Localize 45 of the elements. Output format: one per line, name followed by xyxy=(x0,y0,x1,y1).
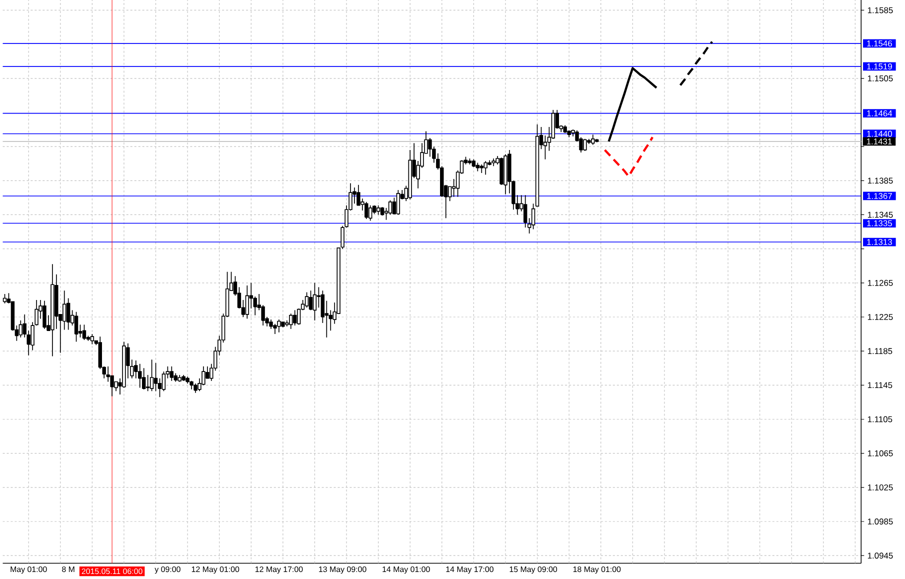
candlestick xyxy=(408,149,412,200)
line-series xyxy=(608,66,658,142)
y-tick-label: 1.1225 xyxy=(868,314,893,320)
text: 1.1431 xyxy=(866,138,892,144)
y-tick-label: 1.1345 xyxy=(868,212,893,218)
candlestick xyxy=(186,376,190,384)
ref-line-label: 1.1546 xyxy=(867,40,892,46)
candlestick xyxy=(261,304,265,326)
candlestick xyxy=(591,134,595,146)
candlestick xyxy=(328,310,332,331)
candlestick xyxy=(484,160,488,175)
ref-line-label: 1.1335 xyxy=(867,220,892,226)
line-series xyxy=(604,136,654,178)
ref-line-label: 1.1440 xyxy=(867,130,892,137)
ref-line-label: 1.1519 xyxy=(867,63,892,70)
candlestick xyxy=(289,313,293,330)
candlestick xyxy=(245,284,250,320)
candlestick xyxy=(253,296,257,316)
candlestick xyxy=(504,154,508,195)
y-tick-label: 1.1025 xyxy=(868,484,893,490)
y-tick-label: 1.1585 xyxy=(868,7,893,14)
ref-line-label: 1.1367 xyxy=(867,192,892,199)
candlestick xyxy=(54,274,58,330)
y-tick-label: 1.1185 xyxy=(868,348,892,354)
candlestick xyxy=(312,282,317,321)
y-tick-label: 1.1145 xyxy=(868,382,892,388)
candlestick xyxy=(277,319,281,333)
y-tick-label: 1.0985 xyxy=(868,518,893,524)
y-tick-label: 1.1105 xyxy=(868,416,892,422)
y-tick-label: 1.0945 xyxy=(868,552,893,558)
candlestick xyxy=(170,366,174,382)
ref-line-label: 1.1313 xyxy=(867,238,892,245)
ref-line-label: 1.1464 xyxy=(867,110,892,116)
candlestick xyxy=(50,264,54,357)
y-tick-label: 1.1385 xyxy=(868,178,893,184)
y-tick-label: 1.1505 xyxy=(868,75,893,82)
line-series xyxy=(679,40,714,86)
y-tick-label: 1.1265 xyxy=(868,280,893,286)
candlestick xyxy=(42,300,46,330)
y-tick-label: 1.1065 xyxy=(868,450,893,456)
candlestick xyxy=(138,363,142,388)
candlestick xyxy=(428,138,432,158)
candlestick xyxy=(134,360,138,379)
candlestick xyxy=(174,372,178,382)
candlestick xyxy=(523,194,528,228)
